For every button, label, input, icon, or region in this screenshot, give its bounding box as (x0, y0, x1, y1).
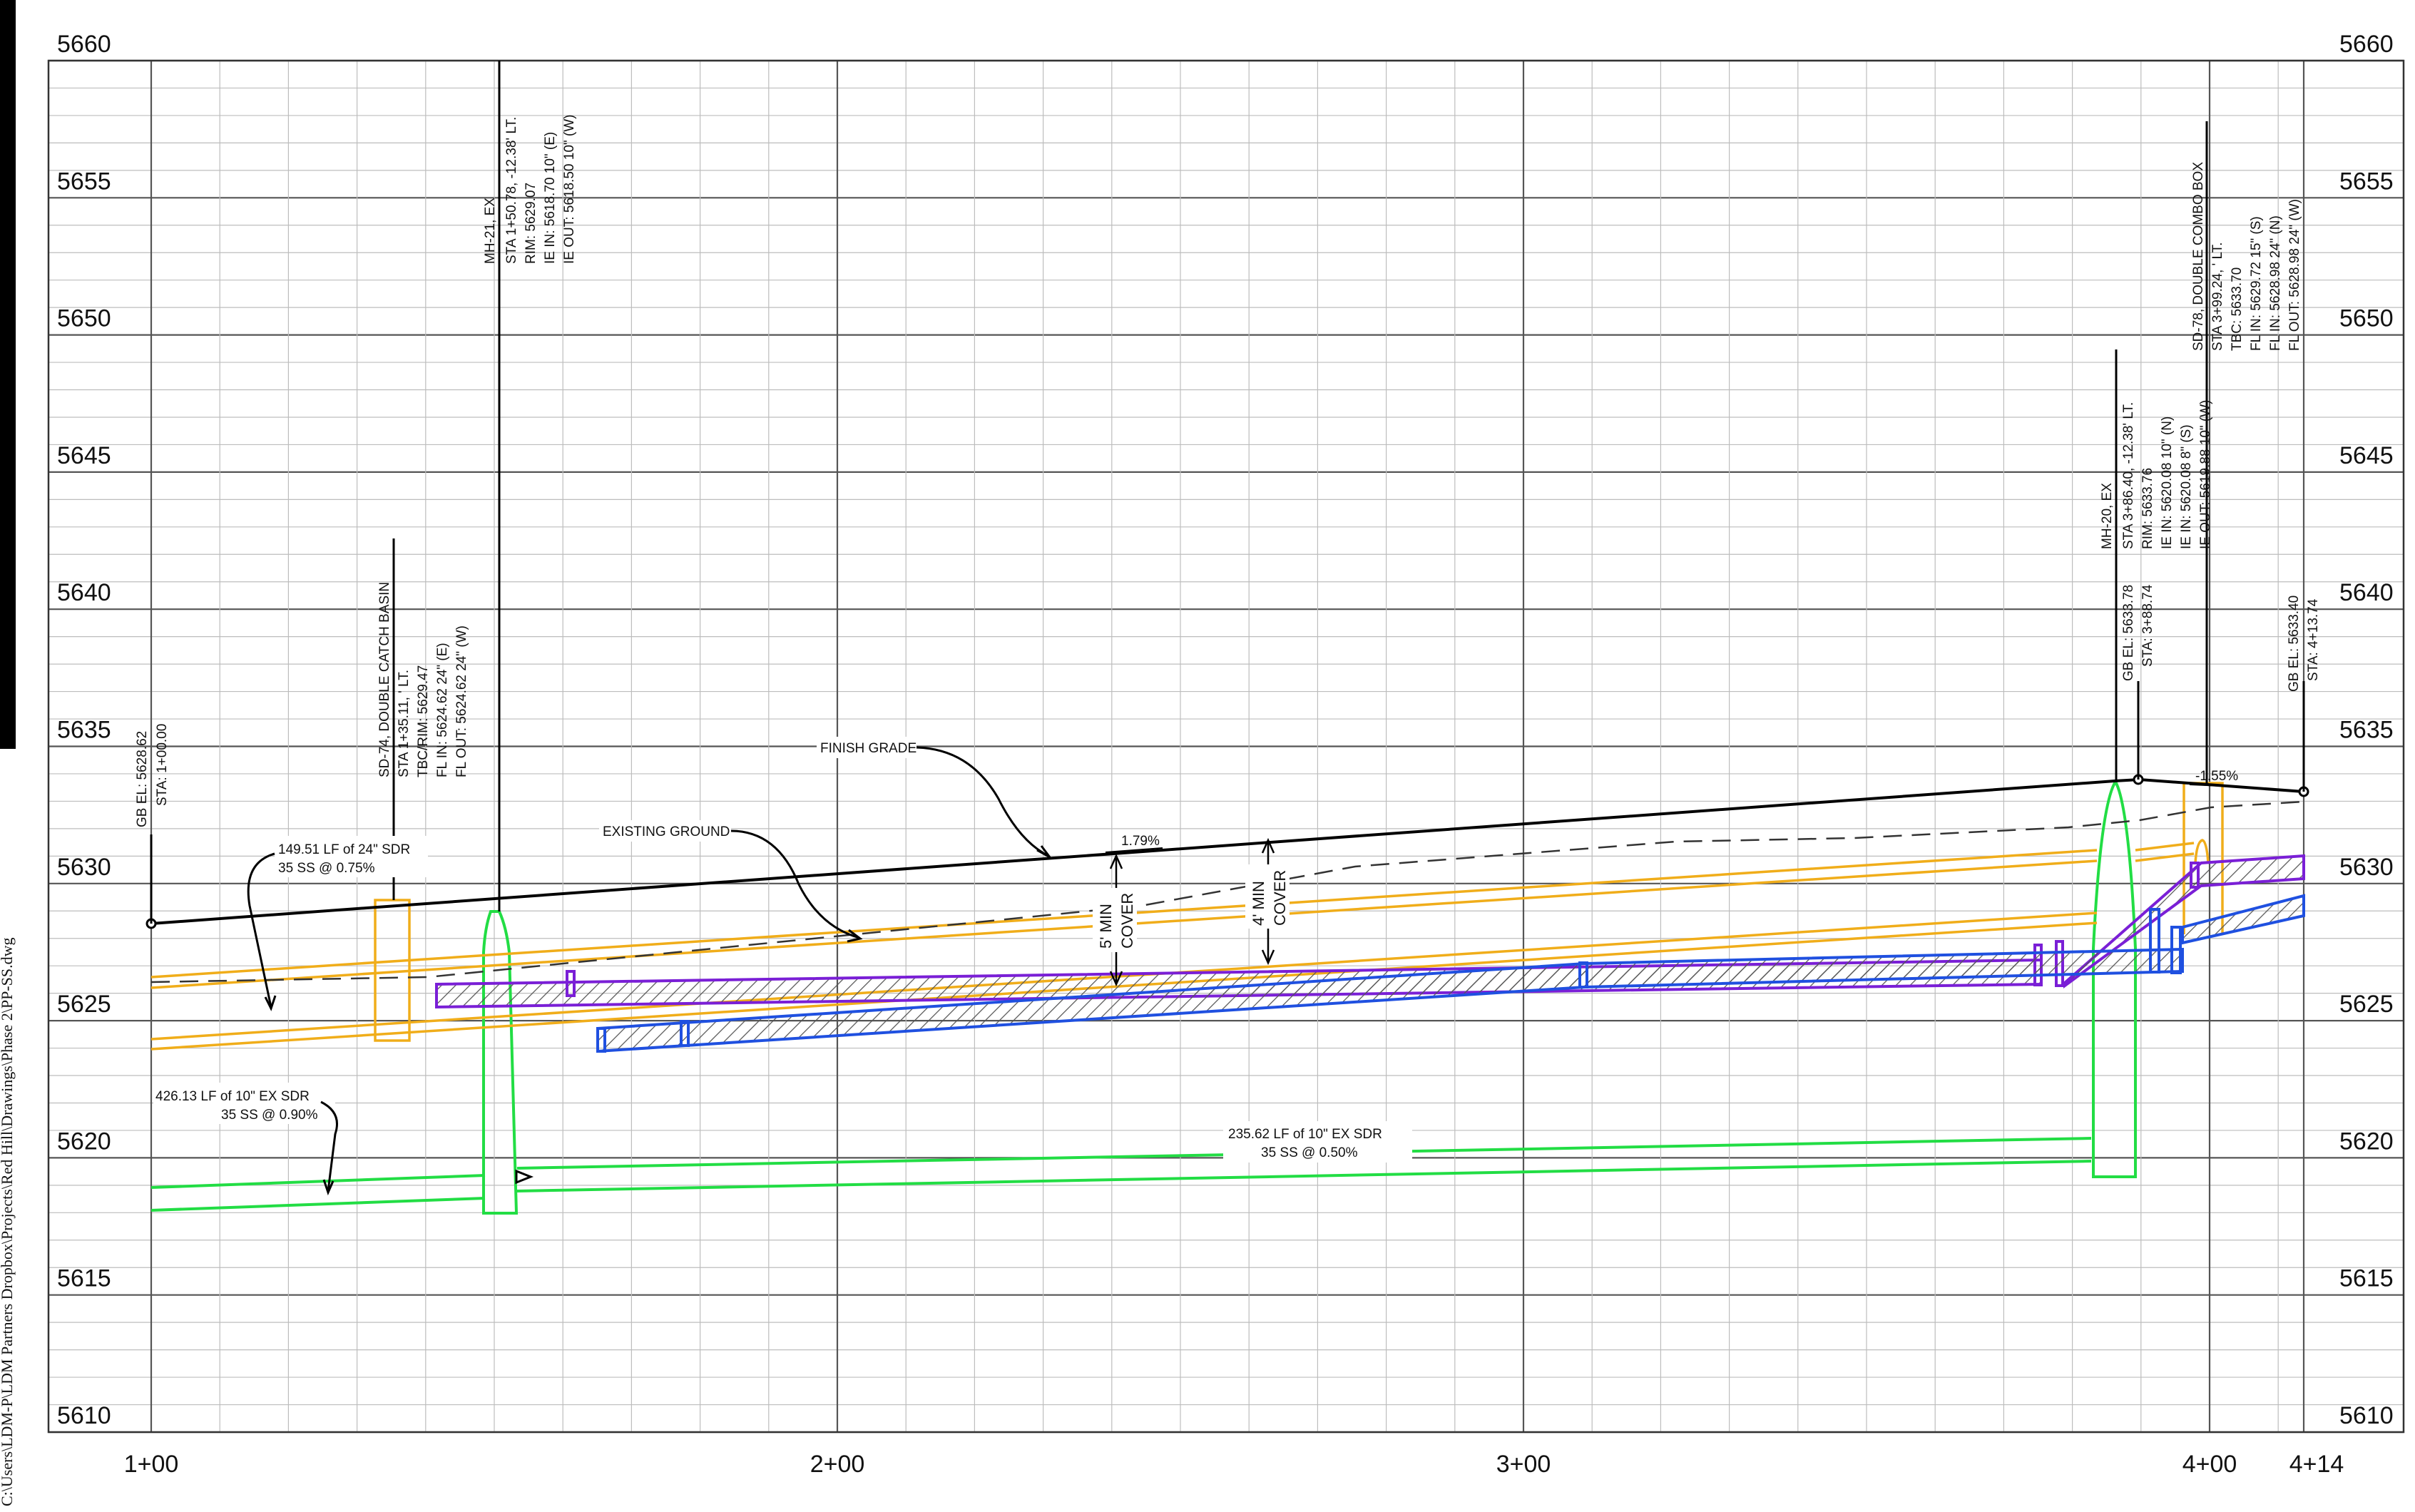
sd74-fl-in: FL IN: 5624.62 24" (E) (435, 643, 450, 777)
station-label: 1+00 (124, 1451, 179, 1478)
slope-1: 1.79% (1121, 834, 1160, 849)
sd78-tbc: TBC: 5633.70 (2230, 267, 2245, 351)
station-label: 4+00 (2182, 1451, 2237, 1478)
mh21-ie-out: IE OUT: 5618.50 10" (W) (562, 115, 577, 265)
mh20-title: MH-20, EX (2100, 483, 2115, 549)
manhole-mh21 (482, 910, 519, 1215)
mh20-ie-in-n: IE IN: 5620.08 10" (N) (2160, 417, 2175, 549)
catch-basin-sd74 (374, 899, 411, 1042)
sd78-fl-out: FL OUT: 5628.98 24" (W) (2287, 199, 2302, 351)
left-elevation-label: 5630 (57, 854, 111, 881)
right-elevation-label: 5635 (2339, 717, 2394, 744)
min-cover-labels: 5' MIN COVER 4' MIN COVER (1093, 864, 1290, 952)
right-elevation-label: 5645 (2339, 442, 2394, 469)
right-elevation-label: 5625 (2339, 991, 2394, 1018)
right-elevation-label: 5630 (2339, 854, 2394, 881)
right-elevation-label: 5640 (2339, 579, 2394, 606)
note-10in-ex-pipe-2: 235.62 LF of 10" EX SDR 35 SS @ 0.50% (1223, 1121, 1412, 1163)
sd74-fl-out: FL OUT: 5624.62 24" (W) (454, 625, 469, 777)
note-24in-pipe: 149.51 LF of 24" SDR 35 SS @ 0.75% (247, 836, 428, 1011)
left-elevation-label: 5660 (57, 31, 111, 58)
existing-ground-text: EXISTING GROUND (603, 824, 730, 839)
mh20-ie-in-s: IE IN: 5620.08 8" (S) (2179, 424, 2194, 549)
cover5-line1: 5' MIN (1097, 904, 1115, 949)
callout-start: GB EL: 5628.62 STA: 1+00.00 (135, 724, 170, 827)
sd78-fl-in-s: FL IN: 5629.72 15" (S) (2249, 216, 2264, 351)
start-gb-el: GB EL: 5628.62 (135, 731, 150, 827)
mh21-title: MH-21, EX (483, 198, 498, 264)
start-sta: STA: 1+00.00 (155, 724, 170, 806)
left-elevation-label: 5645 (57, 442, 111, 469)
left-elevation-label: 5625 (57, 991, 111, 1018)
end-sta: STA: 4+13.74 (2306, 598, 2321, 681)
left-elevation-label: 5650 (57, 305, 111, 332)
left-elevation-label: 5615 (57, 1265, 111, 1292)
callout-leaders (150, 61, 2305, 924)
hp-gb-el: GB EL: 5633.78 (2121, 585, 2136, 681)
note-10in-line1: 426.13 LF of 10" EX SDR (155, 1089, 310, 1104)
callout-sd78: SD-78, DOUBLE COMBO BOX STA 3+99.24, ' L… (2191, 162, 2302, 351)
station-label: 3+00 (1496, 1451, 1551, 1478)
right-elevation-label: 5650 (2339, 305, 2394, 332)
right-elevation-label: 5615 (2339, 1265, 2394, 1292)
file-path: C:\Users\LDM-P\LDM Partners Dropbox\Proj… (0, 938, 16, 1507)
note-24in-line2: 35 SS @ 0.75% (278, 861, 375, 876)
note-10in-2-line1: 235.62 LF of 10" EX SDR (1228, 1127, 1382, 1142)
elevation-labels: 5660 5660 5655 5655 5650 5650 5645 5645 5640 5640… (57, 31, 2394, 1429)
cover4-line1: 4' MIN (1250, 881, 1267, 926)
right-elevation-label: 5655 (2339, 168, 2394, 195)
sd78-sta: STA 3+99.24, ' LT. (2210, 242, 2225, 351)
cover5-line2: COVER (1118, 893, 1136, 949)
slope-labels: 1.79% -1.55% (1105, 769, 2240, 853)
mh20-ie-out: IE OUT: 5619.88 10" (W) (2198, 400, 2213, 550)
callout-mh20: MH-20, EX STA 3+86.40, -12.38' LT. RIM: … (2100, 400, 2213, 550)
left-elevation-label: 5655 (57, 168, 111, 195)
mh21-ie-in: IE IN: 5618.70 10" (E) (543, 132, 558, 264)
hp-sta: STA: 3+88.74 (2140, 584, 2155, 667)
slope-2: -1.55% (2195, 769, 2238, 784)
left-elevation-label: 5620 (57, 1128, 111, 1155)
note-10in-line2: 35 SS @ 0.90% (221, 1108, 318, 1123)
combo-box-sd78 (2182, 782, 2224, 934)
manhole-mh20 (2092, 779, 2137, 1178)
mh20-sta: STA 3+86.40, -12.38' LT. (2121, 402, 2136, 549)
sd74-sta: STA 1+35.11, ' LT. (397, 670, 412, 777)
end-gb-el: GB EL: 5633.40 (2287, 596, 2302, 692)
right-elevation-label: 5620 (2339, 1128, 2394, 1155)
label-existing-ground: EXISTING GROUND (599, 820, 863, 943)
station-labels: 1+00 2+00 3+00 4+00 4+14 (124, 1451, 2344, 1478)
note-10in-ex-pipe: 426.13 LF of 10" EX SDR 35 SS @ 0.90% (153, 1083, 338, 1196)
right-elevation-label: 5660 (2339, 31, 2394, 58)
mh21-rim: RIM: 5629.07 (524, 183, 538, 264)
note-10in-2-line2: 35 SS @ 0.50% (1261, 1145, 1358, 1160)
sd78-title: SD-78, DOUBLE COMBO BOX (2191, 162, 2206, 351)
file-path-strip: C:\Users\LDM-P\LDM Partners Dropbox\Proj… (0, 749, 16, 1512)
right-elevation-label: 5610 (2339, 1402, 2394, 1429)
left-elevation-label: 5640 (57, 579, 111, 606)
note-24in-line1: 149.51 LF of 24" SDR (278, 842, 410, 857)
station-label: 4+14 (2289, 1451, 2344, 1478)
mh21-sta: STA 1+50.78, -12.38' LT. (504, 117, 519, 264)
left-elevation-label: 5610 (57, 1402, 111, 1429)
mh20-rim: RIM: 5633.76 (2140, 468, 2155, 549)
callout-end: GB EL: 5633.40 STA: 4+13.74 (2287, 596, 2321, 692)
callout-mh21: MH-21, EX STA 1+50.78, -12.38' LT. RIM: … (483, 115, 577, 265)
finish-grade-text: FINISH GRADE (820, 741, 917, 756)
station-label: 2+00 (810, 1451, 865, 1478)
callout-sd74: SD-74, DOUBLE CATCH BASIN STA 1+35.11, '… (377, 582, 469, 777)
sd74-rim: TBC/RIM: 5629.47 (416, 665, 431, 777)
storm-pipe-blue (596, 894, 2305, 1053)
callout-high-point: GB EL: 5633.78 STA: 3+88.74 (2121, 584, 2155, 681)
cover4-line2: COVER (1271, 870, 1289, 926)
existing-ground-line (150, 800, 2304, 984)
left-elevation-label: 5635 (57, 717, 111, 744)
sd78-fl-in-n: FL IN: 5628.98 24" (N) (2268, 215, 2283, 351)
label-finish-grade: FINISH GRADE (817, 737, 1051, 859)
sd74-title: SD-74, DOUBLE CATCH BASIN (377, 582, 392, 777)
